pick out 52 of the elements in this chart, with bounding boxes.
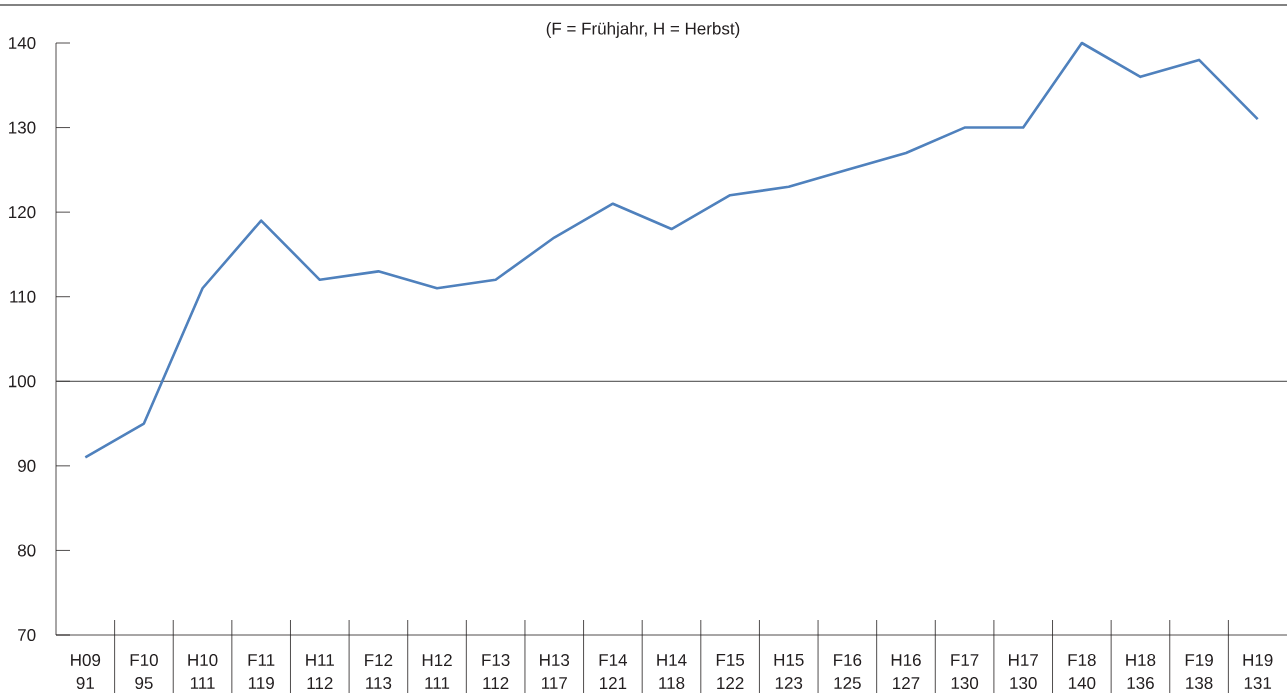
x-tick-label: H09	[71, 653, 101, 667]
data-label: 138	[1186, 676, 1213, 690]
x-tick-label: F15	[716, 654, 745, 666]
x-tick-label: F17	[951, 654, 979, 666]
y-tick-label: 120	[9, 206, 36, 219]
data-label: 119	[248, 676, 274, 690]
data-label: 112	[307, 677, 333, 689]
x-tick-label: F16	[834, 653, 862, 667]
x-tick-label: F19	[1185, 653, 1213, 667]
data-label: 130	[951, 676, 979, 690]
x-tick-label: H15	[774, 654, 804, 666]
data-label: 125	[834, 676, 861, 690]
y-tick-label: 110	[10, 290, 36, 303]
data-label: 117	[542, 677, 567, 689]
data-label: 127	[893, 677, 920, 689]
y-tick-label: 70	[18, 628, 36, 642]
x-tick-label: H19	[1243, 653, 1273, 667]
line-series	[84, 41, 1259, 459]
x-tick-label: H10	[188, 653, 218, 667]
data-label: 111	[425, 677, 450, 689]
x-tick-label: H17	[1009, 654, 1038, 666]
data-label: 112	[483, 677, 509, 689]
x-tick-label: H18	[1126, 653, 1156, 667]
y-tick-label: 140	[9, 36, 36, 50]
data-label: 95	[135, 676, 153, 690]
x-tick-label: H16	[891, 653, 921, 667]
data-label: 130	[1010, 676, 1037, 690]
x-tick-label: F13	[482, 653, 510, 667]
x-tick-label: F14	[599, 654, 628, 666]
x-tick-label: F18	[1068, 653, 1096, 667]
y-tick-label: 130	[9, 121, 36, 134]
data-label: 131	[1244, 676, 1272, 690]
data-label: 140	[1068, 676, 1096, 690]
data-label: 123	[775, 676, 803, 690]
x-tick-label: H11	[306, 654, 334, 666]
x-tick-label: F10	[130, 653, 158, 667]
x-tick-label: H13	[540, 653, 570, 667]
chart-subtitle: (F = Frühjahr, H = Herbst)	[546, 22, 740, 38]
data-label: 118	[659, 676, 685, 690]
data-label: 91	[76, 676, 94, 690]
x-tick-label: F12	[365, 654, 393, 666]
data-label: 122	[717, 677, 744, 689]
x-tick-label: H14	[657, 654, 687, 666]
y-tick-label: 100	[9, 375, 36, 388]
data-label: 111	[190, 677, 215, 689]
y-tick-label: 90	[18, 459, 36, 472]
x-tick-label: H12	[422, 654, 452, 666]
data-label: 136	[1127, 676, 1154, 690]
data-label: 113	[366, 676, 392, 690]
data-label: 121	[599, 677, 627, 689]
x-tick-label: F11	[248, 654, 275, 666]
y-tick-label: 80	[17, 544, 36, 557]
